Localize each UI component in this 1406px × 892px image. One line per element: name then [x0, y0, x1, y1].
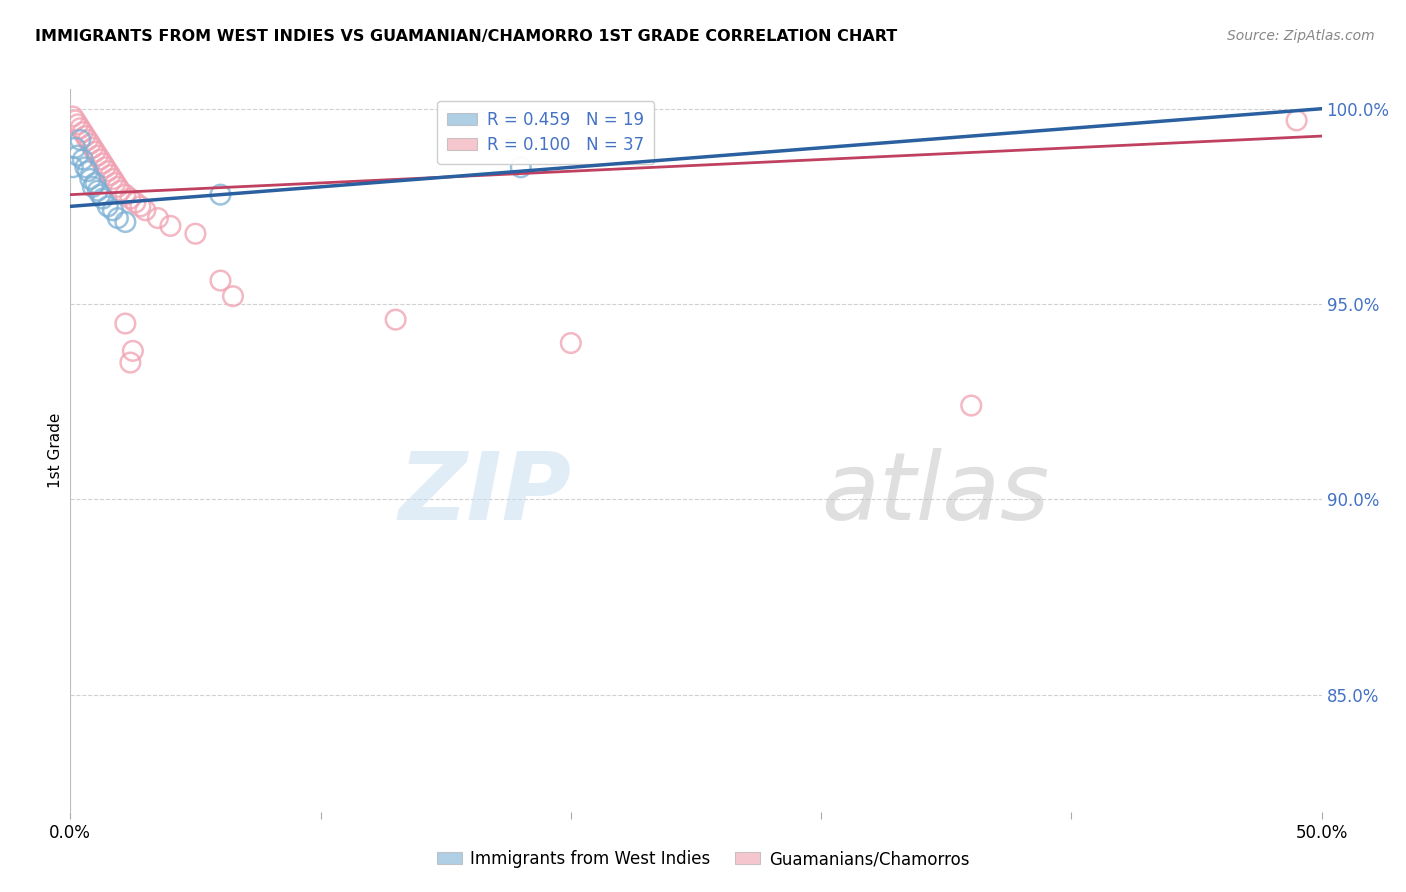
- Point: [107, 179, 129, 194]
- Point: [62, 110, 84, 124]
- Point: [75, 129, 97, 144]
- Point: [79, 172, 101, 186]
- Text: IMMIGRANTS FROM WEST INDIES VS GUAMANIAN/CHAMORRO 1ST GRADE CORRELATION CHART: IMMIGRANTS FROM WEST INDIES VS GUAMANIAN…: [35, 29, 897, 44]
- Point: [76, 164, 98, 178]
- Point: [72, 153, 94, 167]
- Point: [75, 161, 97, 175]
- Point: [98, 168, 121, 182]
- Point: [114, 215, 136, 229]
- Point: [66, 148, 89, 162]
- Point: [89, 153, 111, 167]
- Text: atlas: atlas: [821, 449, 1049, 540]
- Point: [110, 184, 132, 198]
- Point: [129, 199, 152, 213]
- Point: [94, 161, 117, 175]
- Legend: Immigrants from West Indies, Guamanians/Chamorros: Immigrants from West Indies, Guamanians/…: [430, 844, 976, 875]
- Point: [97, 199, 120, 213]
- Point: [65, 113, 87, 128]
- Point: [66, 117, 89, 131]
- Point: [384, 312, 406, 326]
- Point: [120, 355, 142, 369]
- Point: [89, 187, 111, 202]
- Point: [101, 203, 124, 218]
- Point: [76, 133, 98, 147]
- Point: [960, 399, 983, 413]
- Point: [134, 203, 156, 218]
- Text: ZIP: ZIP: [398, 448, 571, 540]
- Y-axis label: 1st Grade: 1st Grade: [48, 413, 63, 488]
- Point: [114, 187, 136, 202]
- Point: [121, 343, 145, 358]
- Point: [209, 274, 232, 288]
- Point: [69, 121, 91, 136]
- Point: [87, 148, 110, 162]
- Point: [560, 336, 582, 351]
- Point: [79, 136, 101, 151]
- Point: [209, 187, 232, 202]
- Point: [97, 164, 120, 178]
- Point: [84, 145, 107, 159]
- Point: [146, 211, 169, 225]
- Point: [114, 317, 136, 331]
- Point: [72, 125, 94, 139]
- Point: [159, 219, 181, 233]
- Point: [124, 195, 146, 210]
- Point: [104, 176, 127, 190]
- Point: [87, 184, 110, 198]
- Point: [82, 141, 104, 155]
- Point: [91, 156, 114, 170]
- Legend: R = 0.459   N = 19, R = 0.100   N = 37: R = 0.459 N = 19, R = 0.100 N = 37: [437, 101, 654, 164]
- Point: [1285, 113, 1308, 128]
- Point: [62, 161, 84, 175]
- Point: [91, 192, 114, 206]
- Point: [222, 289, 245, 303]
- Point: [69, 133, 91, 147]
- Text: Source: ZipAtlas.com: Source: ZipAtlas.com: [1227, 29, 1375, 43]
- Point: [84, 176, 107, 190]
- Point: [107, 211, 129, 225]
- Point: [65, 141, 87, 155]
- Point: [101, 172, 124, 186]
- Point: [509, 161, 531, 175]
- Point: [120, 192, 142, 206]
- Point: [184, 227, 207, 241]
- Point: [82, 179, 104, 194]
